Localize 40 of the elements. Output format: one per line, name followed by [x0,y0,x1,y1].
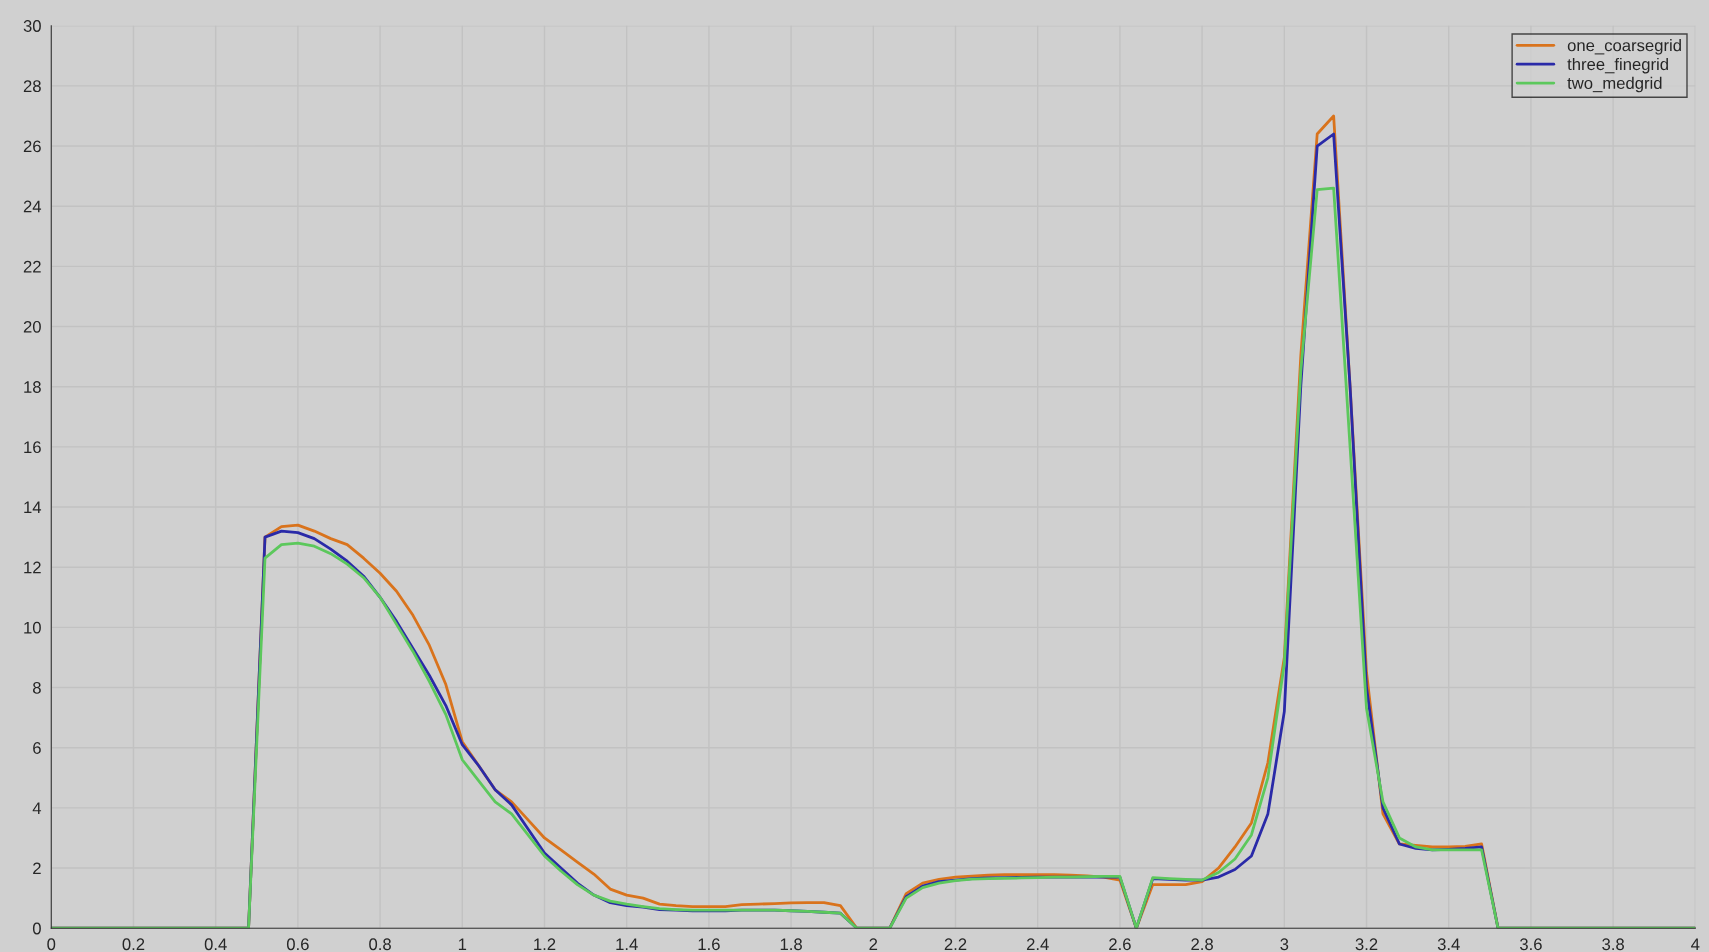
x-tick-label: 0.4 [204,938,227,951]
y-tick-label: 24 [23,200,42,213]
y-tick-label: 10 [24,621,41,634]
y-tick-label: 20 [23,320,41,333]
x-tick-label: 3.8 [1602,938,1624,951]
x-tick-label: 0.6 [286,938,309,951]
x-tick-label: 0 [47,938,56,951]
y-tick-label: 30 [23,20,41,32]
y-tick-label: 2 [33,862,41,875]
y-tick-label: 26 [23,140,41,153]
x-tick-label: 1.8 [780,938,802,951]
y-tick-label: 0 [32,922,41,935]
x-tick-label: 2.4 [1026,938,1049,950]
x-tick-label: 3.2 [1355,938,1378,951]
legend-label: three_finegrid [1567,57,1668,74]
x-tick-label: 3.6 [1519,938,1542,951]
x-tick-label: 3 [1280,938,1289,951]
x-tick-label: 0.2 [122,938,145,951]
x-tick-label: 1.4 [616,938,638,950]
y-tick-label: 28 [23,80,41,93]
x-tick-label: 0.8 [369,938,391,951]
y-tick-label: 14 [24,501,42,514]
x-tick-label: 1.6 [698,938,720,951]
x-tick-label: 2.6 [1109,938,1131,951]
x-tick-label: 2.8 [1191,938,1213,951]
x-tick-label: 1 [458,938,467,950]
x-tick-label: 4 [1691,938,1700,950]
legend-label: two_medgrid [1567,76,1662,93]
x-tick-label: 3.4 [1437,938,1460,951]
y-tick-label: 6 [33,742,41,754]
y-tick-label: 8 [33,681,41,694]
y-tick-label: 18 [24,381,41,393]
y-tick-label: 4 [32,802,42,814]
x-tick-label: 2 [869,938,878,950]
x-tick-label: 1.2 [534,938,556,950]
y-tick-label: 16 [24,441,41,454]
y-tick-label: 22 [23,260,41,273]
y-tick-label: 12 [24,561,41,574]
legend-label: one_coarsegrid [1567,39,1681,55]
x-tick-label: 2.2 [944,938,967,950]
